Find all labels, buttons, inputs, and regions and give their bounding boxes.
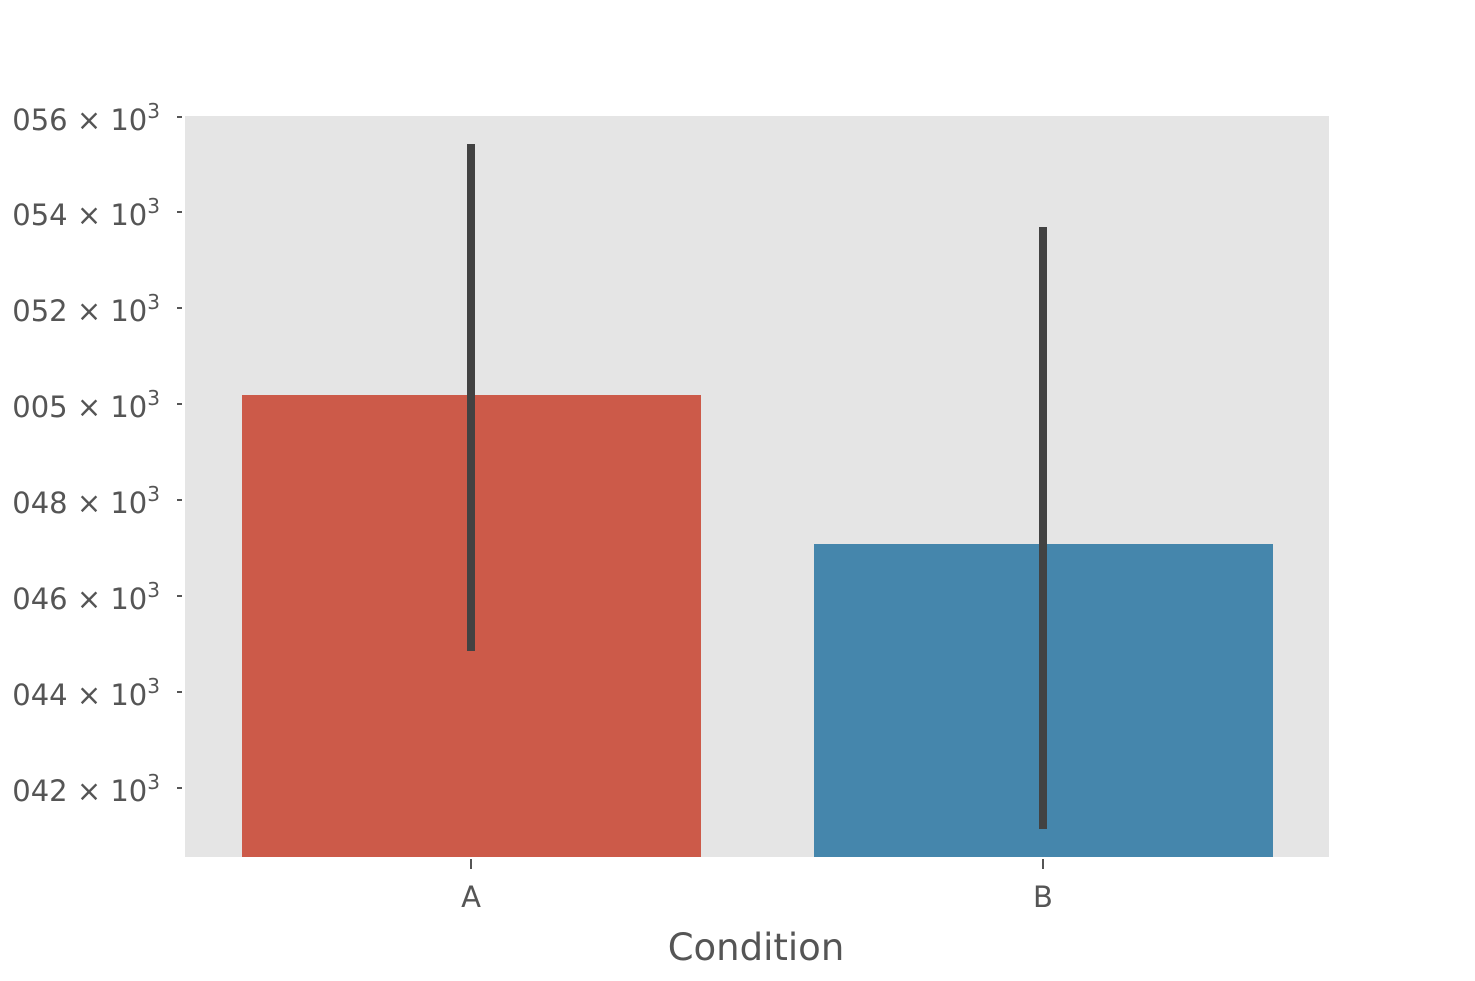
y-tick-mark (177, 594, 182, 597)
error-bar-B (1039, 227, 1047, 830)
x-tick-label: A (461, 880, 481, 914)
error-bar-A (467, 143, 475, 651)
y-tick-label: 046 × 103 (12, 577, 160, 616)
y-tick-mark (177, 211, 182, 214)
x-tick-mark (1042, 859, 1044, 869)
y-tick-label: 048 × 103 (12, 481, 160, 520)
y-tick-label: 056 × 103 (12, 98, 160, 137)
x-tick-label: B (1033, 880, 1053, 914)
y-tick-mark (177, 402, 182, 405)
y-tick-label: 005 × 103 (12, 385, 160, 424)
y-tick-mark (177, 787, 182, 790)
x-axis-title: Condition (667, 926, 845, 969)
y-tick-mark (177, 690, 182, 693)
y-tick-mark (177, 498, 182, 501)
y-tick-label: 042 × 103 (12, 770, 160, 809)
y-tick-mark (177, 115, 182, 118)
x-tick-mark (470, 859, 472, 869)
y-tick-label: 052 × 103 (12, 289, 160, 328)
y-tick-mark (177, 306, 182, 309)
y-tick-label: 044 × 103 (12, 673, 160, 712)
y-tick-label: 054 × 103 (12, 194, 160, 233)
